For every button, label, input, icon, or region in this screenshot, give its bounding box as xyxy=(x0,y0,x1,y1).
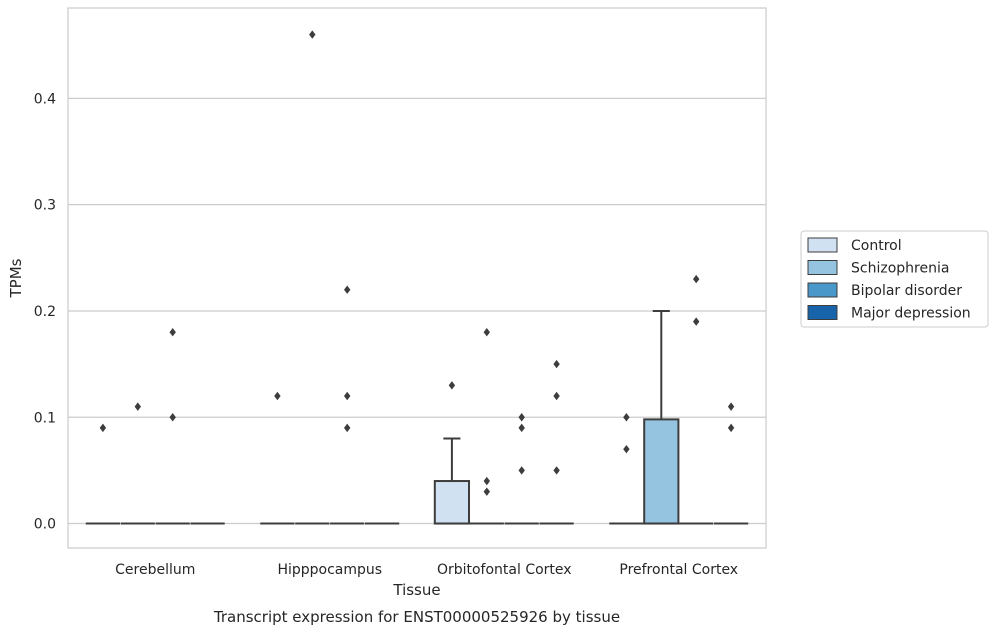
outlier-point xyxy=(483,487,490,496)
box-schizophrenia xyxy=(469,328,504,525)
x-tick-label: Hipppocampus xyxy=(277,562,382,578)
outlier-point xyxy=(274,391,281,401)
box-control xyxy=(433,381,471,525)
outlier-point xyxy=(169,413,176,422)
y-tick-label: 0.3 xyxy=(34,198,56,214)
x-tick-label: Prefrontal Cortex xyxy=(619,562,738,578)
outlier-point xyxy=(483,328,490,337)
box-schizophrenia xyxy=(295,30,330,525)
outlier-point xyxy=(553,359,560,369)
legend[interactable]: Control Schizophrenia Bipolar disorder Majo… xyxy=(800,230,989,328)
legend-label: Control xyxy=(851,238,902,254)
y-axis-ticks: 0.0 0.1 0.2 0.3 0.4 xyxy=(34,91,56,532)
box-bipolar-disorder xyxy=(330,285,365,525)
legend-frame xyxy=(800,230,989,328)
outlier-point xyxy=(169,328,176,337)
legend-swatch xyxy=(807,237,838,253)
y-tick-label: 0.4 xyxy=(34,91,56,107)
outlier-point xyxy=(134,402,141,411)
x-tick-label: Orbitofontal Cortex xyxy=(437,562,572,578)
legend-label: Schizophrenia xyxy=(851,261,949,277)
outlier-point xyxy=(623,444,630,454)
outlier-point xyxy=(553,391,560,401)
box-bipolar-disorder xyxy=(504,413,539,525)
outlier-point xyxy=(518,413,525,422)
outlier-point xyxy=(553,466,560,475)
legend-swatch xyxy=(807,305,838,320)
outlier-point xyxy=(623,413,630,422)
box-control xyxy=(609,413,644,525)
y-tick-label: 0.1 xyxy=(34,410,56,426)
outlier-point xyxy=(518,466,525,475)
chart-caption: Transcript expression for ENST0000052592… xyxy=(213,608,620,626)
outlier-point xyxy=(727,423,735,433)
outlier-point xyxy=(693,317,700,326)
box-control xyxy=(85,423,121,525)
box-body xyxy=(433,480,471,525)
box-control xyxy=(260,391,295,525)
outlier-point xyxy=(99,423,107,433)
x-axis-label: Tissue xyxy=(392,581,440,599)
y-tick-label: 0.0 xyxy=(34,517,56,533)
x-tick-label: Cerebellum xyxy=(115,562,195,578)
box-major-depression xyxy=(539,359,574,525)
outlier-point xyxy=(727,402,735,411)
outlier-point xyxy=(344,285,351,294)
box-bipolar-disorder xyxy=(679,274,714,525)
outlier-point xyxy=(483,476,490,486)
box-schizophrenia xyxy=(120,402,155,525)
outlier-point xyxy=(693,274,700,284)
legend-swatch xyxy=(807,260,838,275)
box-schizophrenia xyxy=(643,309,680,525)
box-bipolar-disorder xyxy=(155,328,190,525)
outlier-point xyxy=(344,391,351,401)
box-body xyxy=(643,418,680,525)
legend-label: Bipolar disorder xyxy=(851,283,962,299)
outlier-point xyxy=(344,423,351,433)
plot-frame xyxy=(67,7,767,549)
outlier-point xyxy=(309,30,316,39)
y-axis-label: TPMs xyxy=(7,258,25,298)
x-axis-ticks: Cerebellum Hipppocampus Orbitofontal Corte… xyxy=(115,562,738,578)
legend-swatch xyxy=(807,282,838,298)
y-tick-label: 0.2 xyxy=(34,304,56,320)
box-major-depression xyxy=(713,402,749,525)
legend-label: Major depression xyxy=(851,306,971,322)
box-plot-marks xyxy=(85,30,749,525)
outlier-point xyxy=(518,423,525,433)
outlier-point xyxy=(448,381,456,390)
